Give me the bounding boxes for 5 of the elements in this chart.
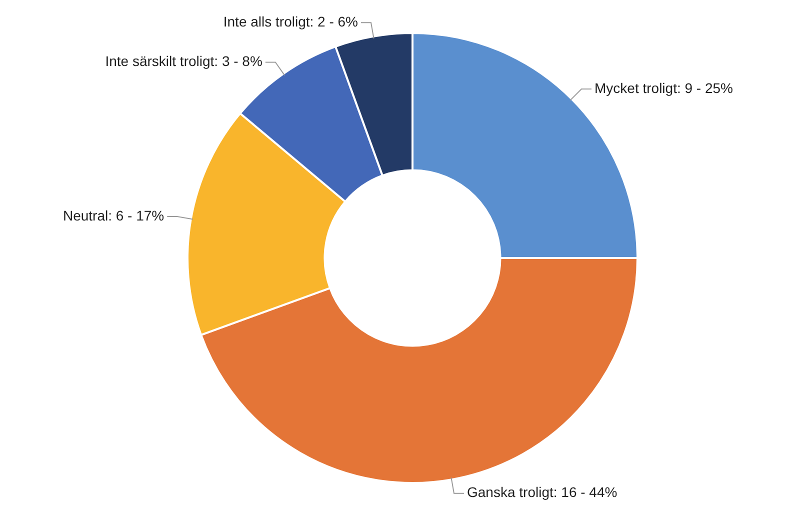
slice-label: Inte alls troligt: 2 - 6% — [223, 13, 358, 30]
slice-label: Ganska troligt: 16 - 44% — [467, 484, 618, 500]
slice-label: Neutral: 6 - 17% — [62, 207, 164, 224]
slice-label: Inte särskilt troligt: 3 - 8% — [105, 53, 262, 70]
slice-label: Mycket troligt: 9 - 25% — [594, 80, 733, 96]
